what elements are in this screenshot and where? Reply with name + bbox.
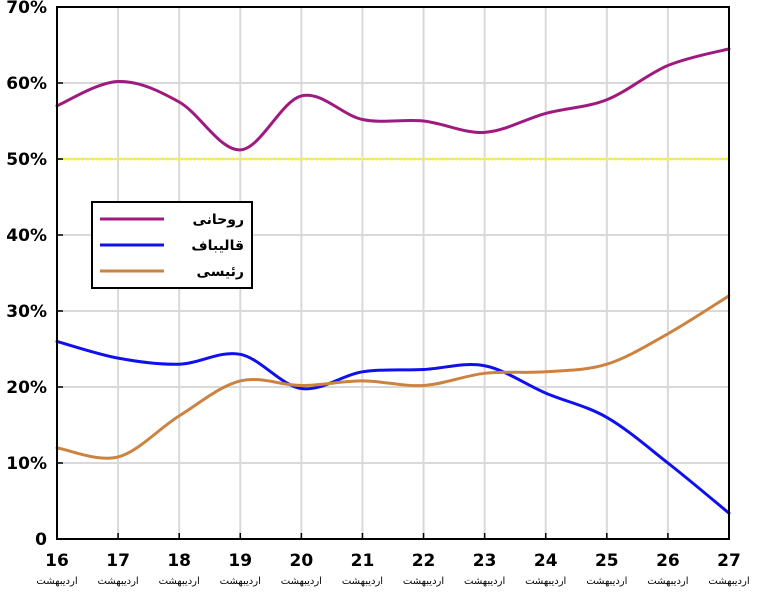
legend-label: رئیسی [197,264,244,280]
axis-labels: 16 اردیبهشت 17 اردیبهشت 18 اردیبهشت 19 اردیبهشت… [6,0,749,587]
x-tick-sublabel: اردیبهشت [281,576,322,587]
plot-frame [56,6,730,540]
x-tick-label: 19 [228,551,252,571]
x-tick-label: 16 [45,551,69,571]
x-tick-label: 17 [106,551,130,571]
y-tick-label: 50% [6,150,47,170]
series-line-3 [55,294,731,460]
x-tick-sublabel: اردیبهشت [708,576,749,587]
x-tick-sublabel: اردیبهشت [342,576,383,587]
x-tick-label: 26 [656,551,680,571]
x-tick-label: 27 [717,551,741,571]
x-tick-sublabel: اردیبهشت [464,576,505,587]
legend-label: قالیباف [191,238,244,254]
x-tick-label: 22 [412,551,436,571]
y-tick-label: 70% [6,0,47,18]
x-tick-label: 23 [473,551,497,571]
y-tick-label: 30% [6,302,47,322]
x-tick-label: 20 [290,551,314,571]
x-tick-sublabel: اردیبهشت [159,576,200,587]
y-tick-label: 60% [6,74,47,94]
x-tick-label: 21 [351,551,375,571]
legend: روحانی قالیباف رئیسی [91,201,253,289]
series-layer [55,47,731,515]
series-line-2 [55,339,731,515]
x-tick-sublabel: اردیبهشت [403,576,444,587]
x-tick-sublabel: اردیبهشت [525,576,566,587]
x-tick-label: 25 [595,551,619,571]
series-line-1 [55,47,731,152]
y-tick-label: 0 [35,530,47,550]
x-tick-sublabel: اردیبهشت [97,576,138,587]
y-tick-label: 20% [6,378,47,398]
x-tick-sublabel: اردیبهشت [586,576,627,587]
x-tick-sublabel: اردیبهشت [647,576,688,587]
x-tick-label: 18 [167,551,191,571]
y-tick-label: 10% [6,454,47,474]
x-tick-label: 24 [534,551,558,571]
x-tick-sublabel: اردیبهشت [220,576,261,587]
y-tick-label: 40% [6,226,47,246]
x-tick-sublabel: اردیبهشت [36,576,77,587]
legend-label: روحانی [192,212,244,228]
